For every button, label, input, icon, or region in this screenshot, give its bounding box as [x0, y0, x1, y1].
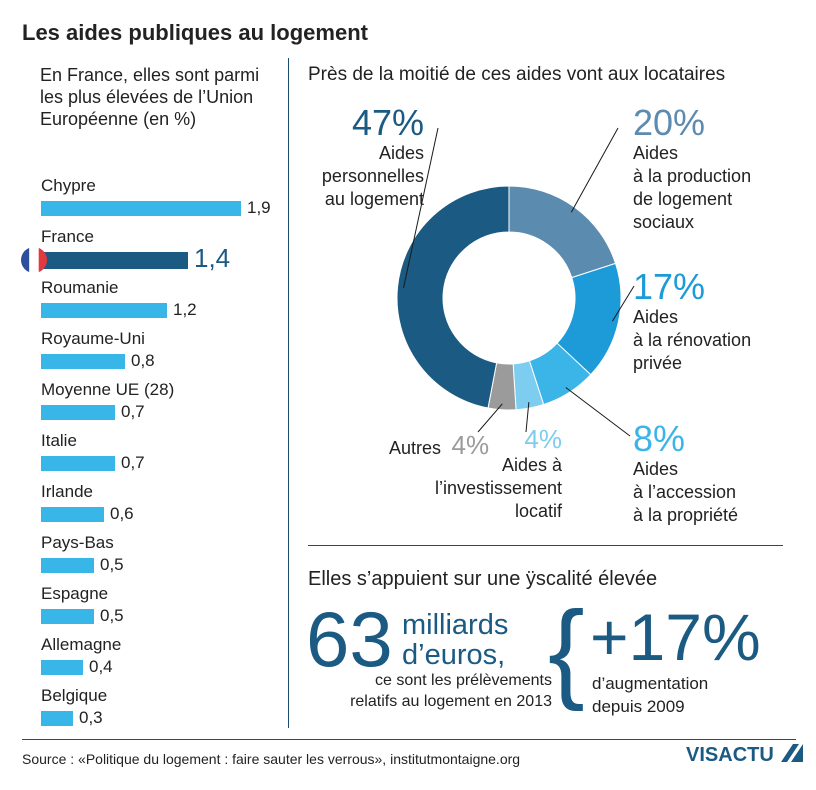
unit-line-2: d’euros,	[402, 639, 506, 671]
bar-value-label: 0,8	[131, 351, 155, 370]
unit-line-1: milliards	[402, 609, 509, 641]
slice-pct-autres: 4%	[451, 430, 490, 460]
slice-text-renovation-2: à la rénovation	[633, 330, 752, 350]
slice-label-investissement: 4% Aides à l’investissement locatif	[420, 424, 562, 523]
donut-slice-personnelles	[396, 185, 510, 409]
slice-text-accession-3: à la propriété	[633, 505, 739, 525]
fiscal-title: Elles s’appuient sur une ÿscalité élevée	[308, 568, 658, 590]
bar-category-label: Irlande	[41, 482, 93, 501]
bar-value-label: 0,5	[100, 555, 124, 574]
slice-label-autres: Autres 4%	[389, 430, 489, 461]
slice-text-renovation-1: Aides	[633, 307, 679, 327]
leader-line-investissement	[525, 402, 530, 433]
slice-label-production: 20% Aides à la production de logement so…	[633, 104, 803, 234]
slice-pct-renovation: 17%	[633, 266, 706, 307]
slice-text-accession-2: à l’accession	[633, 482, 737, 502]
footer-divider	[22, 739, 796, 740]
slice-pct-production: 20%	[633, 102, 706, 143]
slice-label-accession: 8% Aides à l’accession à la propriété	[633, 420, 803, 527]
bar	[41, 201, 241, 216]
logo-mark-icon	[781, 744, 804, 762]
increase-number: +17%	[590, 600, 761, 674]
big-number-description: ce sont les prélèvements relatifs au log…	[300, 670, 552, 712]
curly-brace: {	[548, 589, 585, 712]
slice-text-production-1: Aides	[633, 143, 679, 163]
bar-value-label: 1,4	[194, 243, 231, 273]
logo-part-2: ACTU	[718, 744, 774, 766]
bar-category-label: Belgique	[41, 686, 108, 705]
slice-text-investissement-2: l’investissement	[434, 478, 562, 498]
bar-category-label: France	[41, 227, 94, 246]
slice-pct-personnelles: 47%	[351, 102, 424, 143]
bar-category-label: Allemagne	[41, 635, 122, 654]
bar-category-label: Royaume-Uni	[41, 329, 145, 348]
increase-line-2: depuis 2009	[592, 697, 685, 716]
bar	[41, 660, 83, 675]
bar-category-label: Italie	[41, 431, 77, 450]
vertical-divider	[288, 58, 289, 728]
donut-chart-title: Près de la moitié de ces aides vont aux …	[308, 64, 726, 85]
donut-chart	[396, 127, 635, 437]
bar	[41, 507, 104, 522]
bar	[41, 558, 94, 573]
increase-line-1: d’augmentation	[592, 674, 709, 693]
slice-text-investissement-1: Aides à	[501, 455, 562, 475]
bar-value-label: 0,6	[110, 504, 134, 523]
bar-value-label: 0,5	[100, 606, 124, 625]
slice-text-personnelles-2: personnelles	[321, 166, 424, 186]
leader-line-production	[570, 127, 619, 213]
big-number: 63	[306, 595, 393, 683]
slice-text-production-4: sociaux	[633, 212, 695, 232]
leader-line-accession	[565, 387, 631, 437]
bar-value-label: 0,3	[79, 708, 103, 727]
bar	[41, 252, 188, 269]
bar-category-label: Roumanie	[41, 278, 119, 297]
bar	[41, 405, 115, 420]
bar	[41, 456, 115, 471]
bar-category-label: Moyenne UE (28)	[41, 380, 175, 399]
slice-pct-accession: 8%	[633, 418, 686, 459]
bar-value-label: 1,9	[247, 198, 271, 217]
big-number-unit: milliards d’euros,	[402, 610, 508, 670]
increase-description: d’augmentation depuis 2009	[592, 672, 708, 718]
bar-value-label: 1,2	[173, 300, 197, 319]
leader-line-autres	[477, 403, 503, 433]
bar	[41, 303, 167, 318]
french-flag-icon	[21, 247, 47, 273]
slice-text-production-3: de logement	[633, 189, 733, 209]
bar-category-label: Pays-Bas	[41, 533, 114, 552]
bar-chart-intro: En France, elles sont parmi les plus éle…	[40, 65, 260, 129]
slice-text-personnelles-1: Aides	[378, 143, 424, 163]
slice-text-accession-1: Aides	[633, 459, 679, 479]
slice-text-investissement-3: locatif	[514, 501, 562, 521]
slice-text-production-2: à la production	[633, 166, 752, 186]
slice-text-renovation-3: privée	[633, 353, 683, 373]
visactu-logo: VISACTU	[686, 742, 805, 767]
bar-category-label: Chypre	[41, 176, 96, 195]
slice-label-personnelles: 47% Aides personnelles au logement	[300, 104, 424, 211]
desc-line-1: ce sont les prélèvements	[375, 672, 552, 689]
slice-label-renovation: 17% Aides à la rénovation privée	[633, 268, 803, 375]
leader-line-personnelles	[402, 127, 439, 289]
horizontal-divider	[308, 545, 783, 546]
slice-pct-investissement: 4%	[524, 424, 562, 454]
bar	[41, 609, 94, 624]
bar	[41, 711, 73, 726]
source-note: Source : «Politique du logement : faire …	[22, 751, 521, 767]
bar-value-label: 0,7	[121, 402, 145, 421]
logo-part-1: VIS	[686, 744, 719, 766]
bar	[41, 354, 125, 369]
desc-line-2: relatifs au logement en 2013	[350, 693, 552, 710]
bar-value-label: 0,7	[121, 453, 145, 472]
donut-slice-production	[508, 185, 617, 279]
bar-category-label: Espagne	[41, 584, 109, 603]
bar-value-label: 0,4	[89, 657, 113, 676]
infographic-title: Les aides publiques au logement	[22, 20, 368, 45]
leader-line-renovation	[612, 285, 635, 322]
slice-text-personnelles-3: au logement	[324, 189, 424, 209]
slice-text-autres: Autres	[389, 438, 442, 458]
